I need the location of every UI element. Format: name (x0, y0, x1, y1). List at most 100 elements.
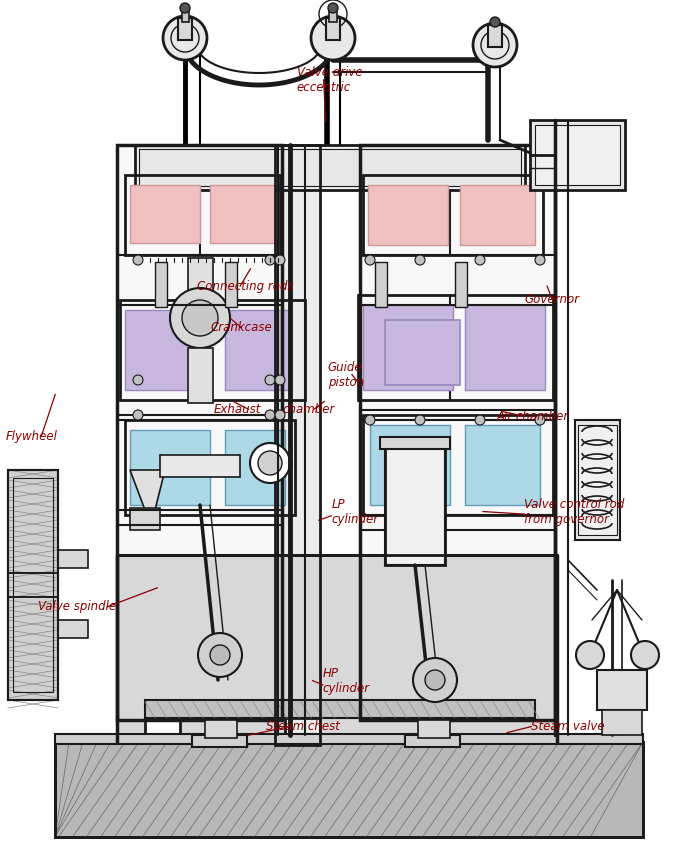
Bar (370, 425, 450, 505)
Text: LP
cylinder: LP cylinder (331, 498, 378, 525)
Bar (8, 470, 58, 700)
Bar (130, 185, 200, 243)
Bar (160, 455, 240, 477)
Text: Valve spindle: Valve spindle (38, 601, 116, 613)
Bar (575, 420, 620, 540)
Circle shape (133, 255, 143, 265)
Bar (225, 430, 285, 505)
Bar (597, 670, 647, 710)
Bar (182, 10, 189, 22)
Bar (120, 300, 305, 400)
Bar (225, 262, 237, 307)
Circle shape (415, 255, 425, 265)
Bar (55, 734, 643, 744)
Circle shape (576, 641, 604, 669)
Bar (530, 120, 625, 190)
Bar (326, 18, 340, 40)
Text: chamber: chamber (283, 403, 335, 415)
Circle shape (425, 670, 445, 690)
Bar (58, 620, 88, 638)
Circle shape (328, 3, 338, 13)
Bar (55, 742, 643, 837)
Bar (135, 145, 525, 190)
Bar (368, 185, 448, 245)
Circle shape (265, 375, 275, 385)
Bar (275, 145, 320, 745)
Bar (8, 470, 58, 700)
Circle shape (265, 255, 275, 265)
Bar (210, 185, 275, 243)
Circle shape (210, 645, 230, 665)
Bar (460, 185, 535, 245)
Bar (380, 437, 450, 449)
Bar (205, 720, 237, 738)
Bar (465, 425, 540, 505)
Circle shape (275, 410, 285, 420)
Bar (192, 735, 247, 747)
Bar (130, 430, 210, 505)
Bar (130, 508, 160, 530)
Bar (58, 550, 88, 568)
Bar (375, 262, 387, 307)
Circle shape (163, 16, 207, 60)
Circle shape (275, 375, 285, 385)
Bar (55, 742, 643, 837)
Text: Valve drive
eccentric: Valve drive eccentric (297, 66, 362, 94)
Bar (465, 305, 545, 390)
Circle shape (133, 410, 143, 420)
Circle shape (258, 451, 282, 475)
Bar (385, 445, 445, 565)
Circle shape (265, 410, 275, 420)
Bar (360, 145, 555, 720)
Bar (125, 420, 295, 515)
Text: Flywheel: Flywheel (6, 430, 57, 442)
Text: Governor: Governor (524, 293, 580, 305)
Bar (155, 262, 167, 307)
Bar (125, 310, 210, 390)
Circle shape (473, 23, 517, 67)
Bar (385, 320, 460, 385)
Circle shape (535, 255, 545, 265)
Text: Exhaust: Exhaust (214, 403, 262, 415)
Circle shape (133, 375, 143, 385)
Circle shape (275, 255, 285, 265)
Circle shape (365, 255, 375, 265)
Text: Air chamber: Air chamber (497, 410, 569, 422)
Bar (225, 310, 290, 390)
Bar (363, 415, 553, 515)
Circle shape (311, 16, 355, 60)
Bar (363, 175, 543, 255)
Bar (125, 175, 280, 255)
Circle shape (198, 633, 242, 677)
Circle shape (490, 17, 500, 27)
Bar (13, 478, 53, 692)
Text: Crankcase: Crankcase (210, 322, 272, 334)
Circle shape (180, 3, 190, 13)
Bar (602, 710, 642, 735)
Circle shape (631, 641, 659, 669)
Bar (535, 125, 620, 185)
Circle shape (170, 288, 230, 348)
Text: Steam chest: Steam chest (266, 720, 339, 733)
Text: Guide
piston: Guide piston (328, 361, 364, 388)
Text: Steam valve: Steam valve (531, 720, 605, 733)
Bar (120, 148, 279, 717)
Bar (188, 348, 213, 403)
Bar (188, 258, 213, 313)
Bar (358, 295, 553, 400)
Circle shape (250, 443, 290, 483)
Circle shape (475, 255, 485, 265)
Circle shape (182, 300, 218, 336)
Circle shape (413, 658, 457, 702)
Text: HP
cylinder: HP cylinder (323, 667, 370, 694)
Bar (578, 425, 617, 535)
Bar (139, 149, 521, 186)
Bar (385, 445, 445, 565)
Bar (363, 305, 453, 390)
Circle shape (475, 415, 485, 425)
Bar (363, 148, 552, 717)
Circle shape (415, 415, 425, 425)
Bar (488, 25, 502, 47)
Bar (275, 145, 320, 745)
Circle shape (535, 415, 545, 425)
